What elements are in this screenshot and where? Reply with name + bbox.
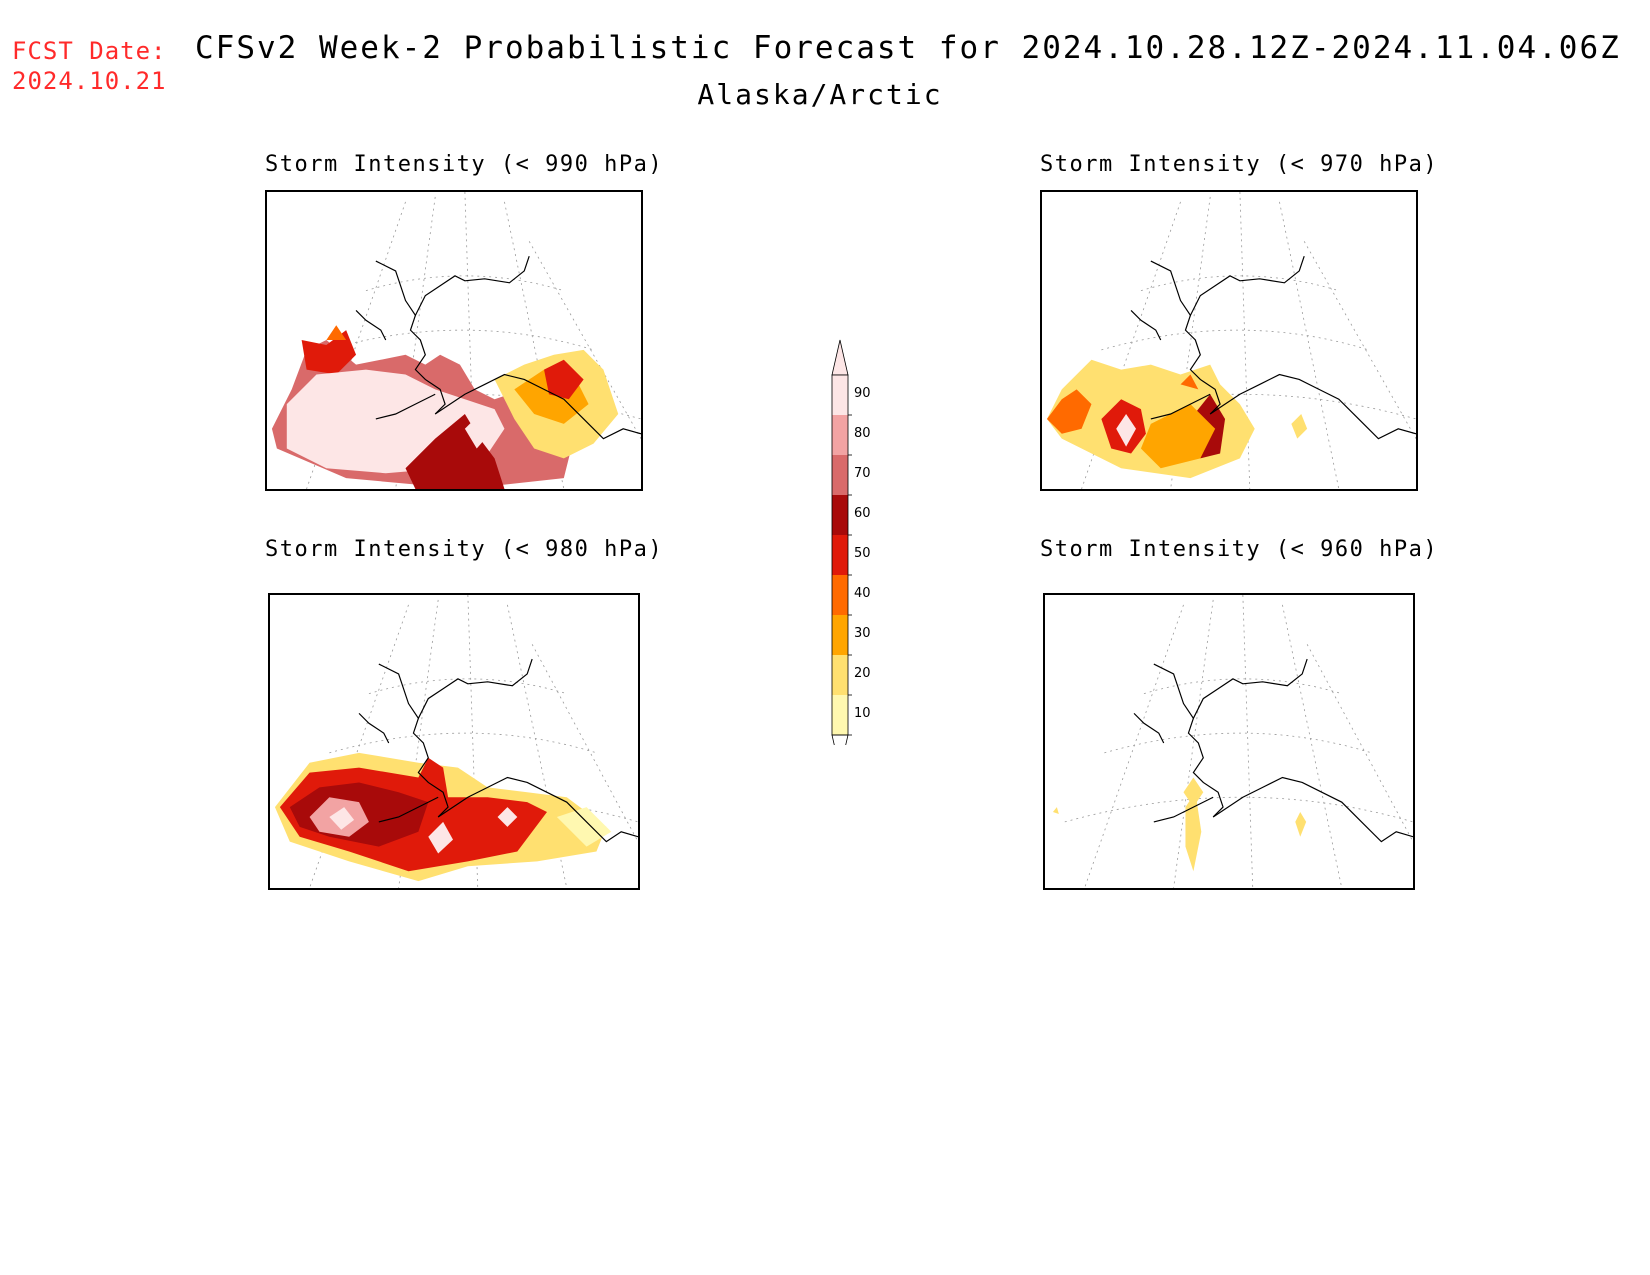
forecast-date-block: FCST Date: 2024.10.21 [12,36,167,96]
probability-fill [274,752,612,882]
panel-title-980: Storm Intensity (< 980 hPa) [265,537,664,562]
colorbar-swatch [832,455,848,495]
map-980-svg [274,595,638,888]
colorbar-label: 80 [854,426,871,441]
panel-title-970: Storm Intensity (< 970 hPa) [1040,152,1439,177]
probability-fill [1046,359,1308,479]
colorbar-label: 70 [854,466,871,481]
map-970-svg [1046,192,1416,489]
map-990-svg [271,192,641,489]
map-panel-970 [1040,190,1418,491]
colorbar-label: 50 [854,546,871,561]
coastline [355,255,641,440]
colorbar-label: 60 [854,506,871,521]
probability-colorbar: 90 80 70 60 50 40 30 20 10 [820,335,910,771]
map-panel-990 [265,190,643,491]
colorbar-swatch [832,535,848,575]
probability-fill [271,325,619,489]
map-panel-980 [268,593,640,890]
colorbar-label: 30 [854,626,871,641]
forecast-date-label: FCST Date: [12,37,167,65]
panel-title-990: Storm Intensity (< 990 hPa) [265,152,664,177]
coastline [358,658,638,843]
colorbar-swatch [832,375,848,415]
coastline [1133,658,1413,843]
map-960-svg [1052,595,1413,888]
region-subtitle: Alaska/Arctic [697,78,943,111]
coastline [1130,255,1416,440]
colorbar-label: 10 [854,706,871,721]
map-panel-960 [1043,593,1415,890]
colorbar-outline [831,374,849,736]
colorbar-label: 90 [854,386,871,401]
colorbar-max-arrow [831,339,849,376]
colorbar-svg: 90 80 70 60 50 40 30 20 10 [831,339,871,771]
colorbar-swatch [832,655,848,695]
probability-fill [1052,777,1307,872]
colorbar-swatch [832,495,848,535]
graticule [1064,595,1413,888]
colorbar-swatch [832,575,848,615]
panel-title-960: Storm Intensity (< 960 hPa) [1040,537,1439,562]
colorbar-swatch [832,415,848,455]
colorbar-swatch [832,695,848,735]
colorbar-swatch [832,615,848,655]
page-title: CFSv2 Week-2 Probabilistic Forecast for … [195,30,1621,66]
forecast-date-value: 2024.10.21 [12,67,167,95]
colorbar-label: 20 [854,666,871,681]
colorbar-min-arrow [831,734,849,771]
colorbar-label: 40 [854,586,871,601]
